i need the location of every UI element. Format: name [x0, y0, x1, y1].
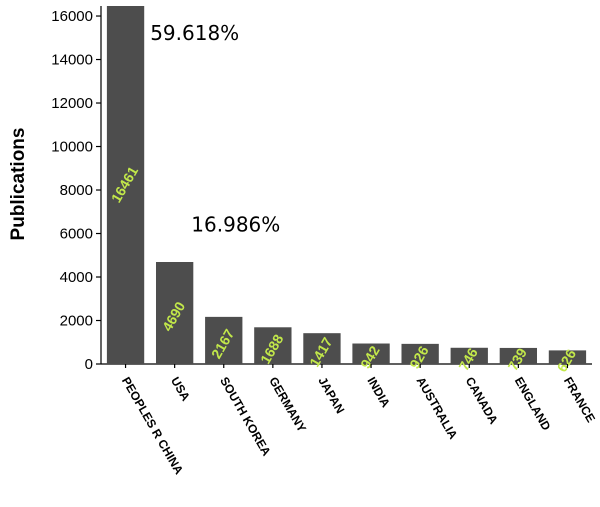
bar [450, 347, 488, 364]
x-tick-label: JAPAN [315, 375, 347, 416]
bar [401, 343, 439, 364]
x-tick-label: ENGLAND [512, 375, 554, 434]
y-tick-label: 6000 [60, 226, 93, 243]
x-tick-label: USA [168, 375, 193, 404]
y-tick-label: 0 [85, 356, 93, 373]
bar [254, 327, 292, 364]
x-tick-label: CANADA [463, 375, 501, 427]
y-tick-label: 8000 [60, 182, 93, 199]
bar [205, 316, 243, 364]
bar [352, 343, 390, 364]
y-tick-label: 2000 [60, 313, 93, 330]
percentage-annotation: 59.618% [150, 21, 239, 45]
y-tick-label: 16000 [51, 8, 93, 25]
percentage-annotation: 16.986% [191, 212, 280, 236]
plot-area: 0200040006000800010000120001400016000164… [51, 6, 598, 477]
x-tick-label: INDIA [364, 375, 393, 411]
bar [548, 350, 587, 364]
bar [155, 262, 194, 364]
bar [106, 6, 145, 364]
bar [499, 347, 538, 364]
y-tick-label: 4000 [60, 269, 93, 286]
y-axis-title: Publications [8, 128, 29, 241]
y-tick-label: 14000 [51, 52, 93, 69]
bar [303, 333, 341, 364]
x-tick-label: SOUTH KOREA [217, 375, 274, 459]
y-tick-label: 12000 [51, 95, 93, 112]
x-tick-label: GERMANY [266, 375, 309, 435]
y-tick-label: 10000 [51, 139, 93, 156]
x-tick-label: AUSTRALIA [414, 375, 461, 442]
x-tick-label: FRANCE [561, 375, 598, 425]
